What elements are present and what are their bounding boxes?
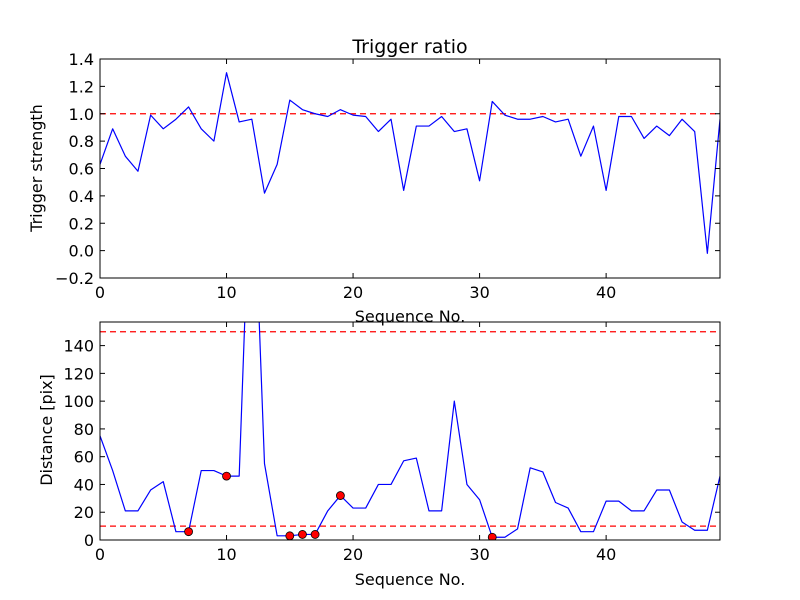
top-x-tick-label: 20 — [343, 283, 363, 302]
top-x-tick-label: 10 — [216, 283, 236, 302]
bottom-event-marker — [310, 530, 320, 539]
bottom-y-tick-label: 140 — [63, 337, 94, 356]
bottom-event-marker — [298, 530, 307, 539]
bottom-x-tick-label: 10 — [216, 545, 236, 564]
top-y-tick-label: 0.0 — [69, 242, 94, 261]
top-y-tick-label: 1.0 — [69, 105, 94, 124]
bottom-event-marker — [222, 471, 231, 481]
top-chart-ylabel: Trigger strength — [27, 104, 46, 233]
bottom-y-tick-label: 100 — [63, 392, 94, 411]
bottom-axes-frame — [99, 321, 721, 541]
bottom-y-tick-label: 120 — [63, 364, 94, 383]
top-y-tick-label: 0.4 — [69, 187, 94, 206]
top-x-tick-label: 40 — [596, 283, 616, 302]
bottom-series-line-0 — [100, 322, 720, 538]
top-y-tick-label: 1.2 — [69, 77, 94, 96]
top-y-tick-label: −0.2 — [55, 269, 94, 288]
bottom-event-marker — [487, 532, 497, 540]
top-plot-area — [100, 72, 720, 254]
bottom-y-tick-label: 60 — [74, 448, 94, 467]
bottom-chart: 0 10 20 30 40 0 20 40 60 80 100 120 140 — [63, 321, 721, 564]
top-series-line-0 — [100, 72, 720, 254]
bottom-x-tick-label: 20 — [343, 545, 363, 564]
bottom-y-tick-label: 80 — [74, 420, 94, 439]
top-y-tick-label: 0.6 — [69, 160, 94, 179]
bottom-event-marker — [184, 527, 193, 537]
top-chart-xlabel: Sequence No. — [355, 307, 466, 326]
bottom-chart-xlabel: Sequence No. — [355, 570, 466, 589]
bottom-x-tick-label: 40 — [596, 545, 616, 564]
bottom-chart-ylabel: Distance [pix] — [37, 374, 56, 486]
bottom-plot-area — [100, 322, 720, 540]
bottom-y-tick-label: 20 — [74, 503, 94, 522]
top-y-tick-label: 0.8 — [69, 132, 94, 151]
bottom-y-tick-label: 0 — [84, 531, 94, 550]
top-x-tick-label: 0 — [95, 283, 105, 302]
top-chart: 0 10 20 30 40 −0.2 0.0 0.2 0.4 0.6 0.8 1.0 1.2 1.4 — [55, 50, 721, 302]
bottom-event-marker — [285, 531, 295, 540]
top-chart-title: Trigger ratio — [351, 36, 467, 58]
bottom-x-tick-label: 30 — [469, 545, 489, 564]
bottom-y-tick-label: 40 — [74, 475, 94, 494]
top-x-tick-label: 30 — [469, 283, 489, 302]
top-y-tick-label: 1.4 — [69, 50, 94, 69]
top-y-tick-label: 0.2 — [69, 214, 94, 233]
bottom-x-tick-label: 0 — [95, 545, 105, 564]
bottom-event-marker — [336, 491, 345, 500]
